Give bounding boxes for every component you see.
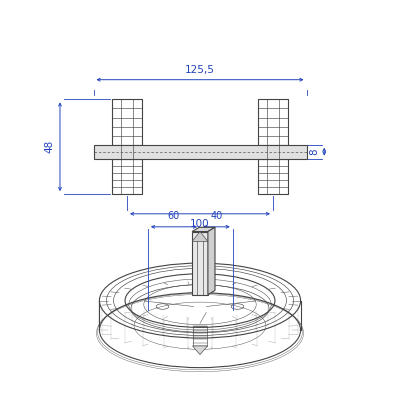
Bar [258,158,288,194]
Bar [112,100,142,145]
Text: 125,5: 125,5 [185,64,215,74]
Text: 8: 8 [309,148,319,155]
Text: 40: 40 [210,211,222,221]
Bar [112,158,142,194]
Bar [94,145,306,158]
Text: 48: 48 [45,140,55,153]
Polygon shape [192,227,215,232]
Polygon shape [192,346,208,355]
Text: 100: 100 [190,219,210,229]
Bar [258,100,288,145]
Polygon shape [192,232,208,242]
Text: 60: 60 [168,211,180,221]
Polygon shape [208,227,215,295]
Bar [192,326,208,346]
Bar [192,232,208,295]
